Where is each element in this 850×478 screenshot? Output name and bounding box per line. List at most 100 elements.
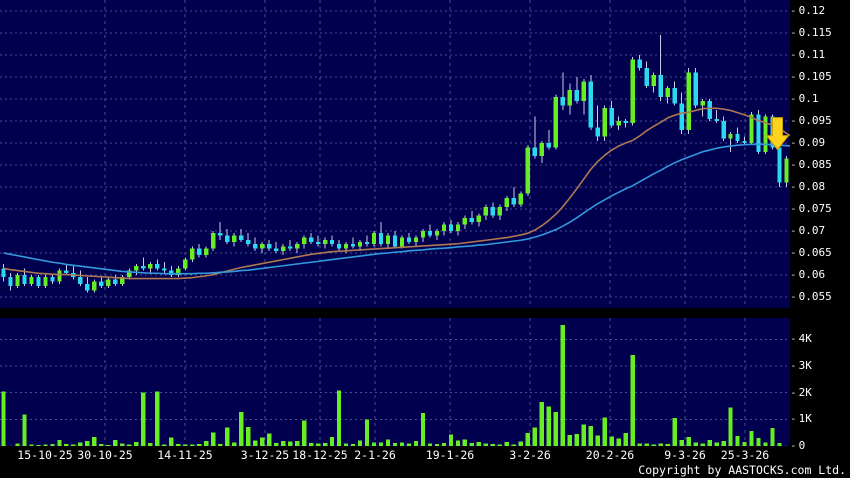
candlestick <box>588 74 593 130</box>
candlestick <box>253 237 258 251</box>
candlestick <box>581 79 586 115</box>
candlestick <box>301 235 307 249</box>
volume-bar <box>266 433 272 446</box>
volume-bar <box>756 438 761 446</box>
volume-bar <box>721 441 726 446</box>
candlestick <box>602 105 607 141</box>
candlestick <box>490 202 496 218</box>
candlestick <box>350 237 356 249</box>
price-axis-tick: -0.115 <box>790 26 832 39</box>
volume-bar <box>483 443 489 446</box>
candlestick <box>190 246 195 262</box>
candlestick <box>169 266 174 278</box>
candlestick <box>287 239 293 251</box>
candlestick <box>623 118 628 128</box>
volume-bar <box>644 443 649 446</box>
candlestick <box>141 257 146 271</box>
volume-bar <box>448 434 454 446</box>
volume-bar <box>658 443 663 446</box>
volume-bar <box>113 440 118 446</box>
candlestick <box>232 233 237 247</box>
candlestick <box>364 235 370 247</box>
candlestick <box>392 231 398 249</box>
date-axis-tick: 20-2-26 <box>585 448 635 462</box>
volume-bar <box>225 427 230 446</box>
candlestick <box>574 77 579 104</box>
volume-bar <box>273 442 279 446</box>
price-chart-panel[interactable] <box>0 0 790 308</box>
candlestick <box>616 116 621 130</box>
volume-bar <box>574 434 579 446</box>
volume-bar <box>343 443 349 446</box>
volume-bar <box>504 442 510 446</box>
candlestick <box>511 187 517 207</box>
volume-bar <box>616 438 621 446</box>
price-axis-tick: -0.11 <box>790 48 826 61</box>
candlestick <box>371 231 377 247</box>
date-axis: 15-10-25 30-10-25 14-11-25 3-12-25 18-12-25 2… <box>0 446 790 466</box>
candlestick <box>700 99 705 117</box>
price-axis-tick: -0.075 <box>790 202 832 215</box>
volume-bar <box>693 442 698 446</box>
volume-bar <box>581 424 586 446</box>
volume-bar <box>15 443 20 446</box>
candlestick <box>546 129 551 150</box>
volume-bar <box>371 442 377 446</box>
candlestick <box>525 145 530 196</box>
volume-chart-svg <box>0 318 790 446</box>
price-axis-tick: -0.08 <box>790 180 826 193</box>
candlestick <box>476 213 482 227</box>
volume-bar <box>183 444 188 446</box>
candlestick <box>294 242 300 253</box>
volume-bar <box>301 420 307 446</box>
candlestick <box>260 242 265 253</box>
candlestick <box>518 191 524 207</box>
volume-bar <box>672 418 677 446</box>
volume-bar <box>336 390 342 446</box>
volume-bar <box>148 443 153 446</box>
candlestick <box>560 72 565 110</box>
volume-axis-tick: -2K <box>790 385 812 399</box>
price-axis-tick: -0.105 <box>790 70 832 83</box>
volume-bar <box>357 440 363 446</box>
volume-bar <box>714 442 719 446</box>
volume-bar <box>78 442 83 446</box>
volume-bar <box>92 437 97 446</box>
candlestick <box>308 233 314 245</box>
date-axis-tick: 30-10-25 <box>77 448 133 462</box>
candlestick <box>106 277 111 289</box>
candlestick <box>714 110 719 124</box>
volume-bar <box>29 444 34 446</box>
volume-bar <box>36 444 41 446</box>
candlestick <box>497 204 503 220</box>
candlestick <box>218 222 223 240</box>
candlestick <box>148 261 153 273</box>
volume-bar <box>364 419 370 446</box>
volume-bar <box>287 441 293 446</box>
date-axis-tick: 19-1-26 <box>425 448 475 462</box>
candlestick <box>64 264 69 275</box>
volume-bar <box>588 426 593 446</box>
candlestick <box>197 244 202 258</box>
volume-bar <box>190 444 195 446</box>
volume-bar <box>232 442 237 446</box>
volume-chart-panel[interactable] <box>0 318 790 446</box>
candlestick <box>357 239 363 251</box>
volume-bar <box>455 440 461 446</box>
volume-bar <box>294 440 300 446</box>
volume-bar <box>406 443 412 446</box>
candlestick <box>50 275 55 284</box>
volume-bar <box>413 441 419 446</box>
volume-bar <box>609 436 614 446</box>
volume-bar <box>525 433 530 446</box>
volume-bar <box>204 441 209 446</box>
candlestick <box>441 222 447 236</box>
candlestick <box>693 68 698 108</box>
volume-bar <box>218 443 223 446</box>
candlestick <box>385 233 391 249</box>
candlestick <box>434 228 440 240</box>
candlestick <box>665 85 670 104</box>
candlestick <box>43 275 48 289</box>
volume-bar <box>134 442 139 446</box>
volume-bar <box>518 441 524 446</box>
